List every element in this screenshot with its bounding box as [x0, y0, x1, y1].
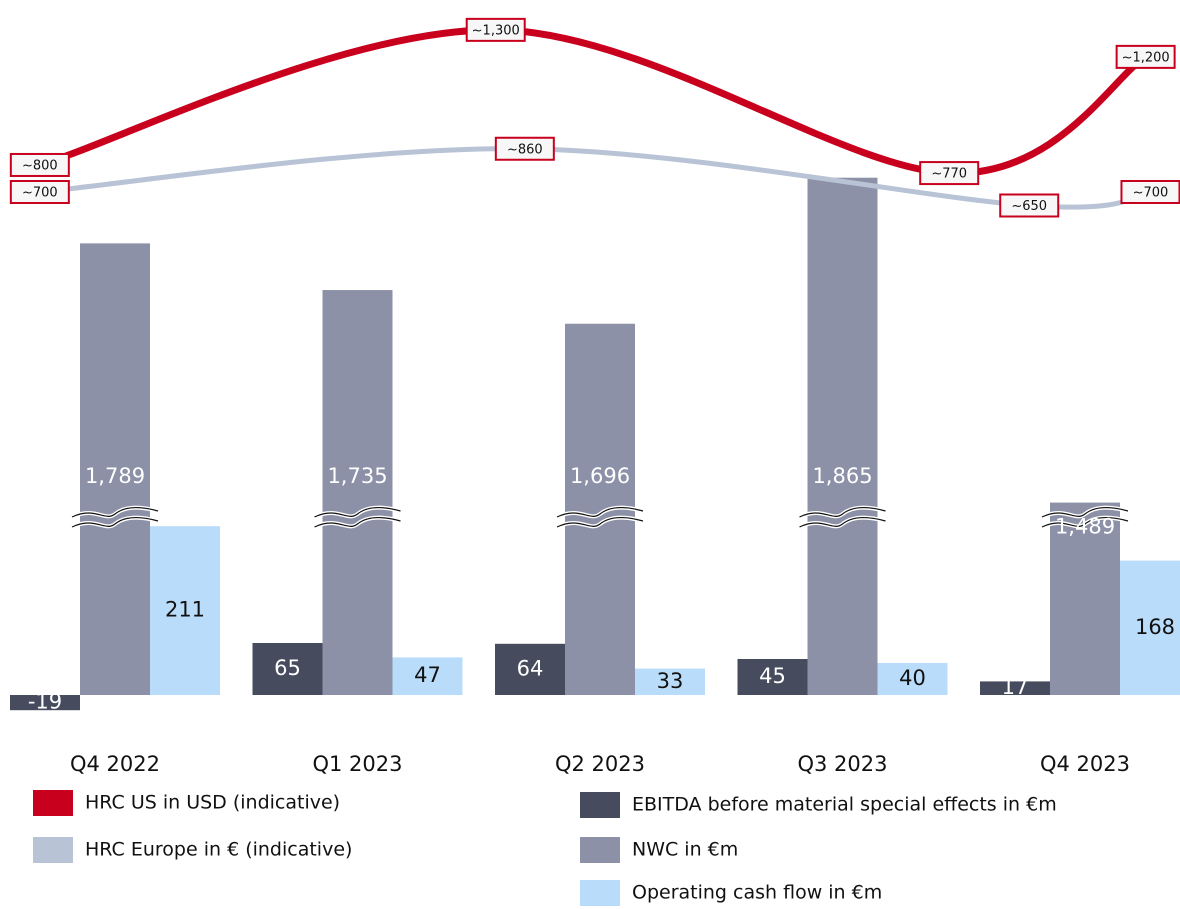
x-tick-label: Q1 2023 — [312, 752, 402, 776]
legend-label: EBITDA before material special effects i… — [632, 794, 1057, 816]
x-tick-label: Q3 2023 — [797, 752, 887, 776]
break-mark — [799, 517, 886, 528]
data-label: ~1,300 — [472, 23, 520, 38]
label-box — [465, 17, 526, 42]
data-label: 64 — [517, 656, 544, 680]
break-mark — [799, 507, 886, 518]
legend-swatch — [580, 837, 620, 863]
data-label: 17 — [1002, 675, 1029, 699]
data-label: ~860 — [507, 142, 543, 157]
bar — [495, 643, 565, 695]
data-label: ~700 — [1133, 185, 1169, 200]
x-tick-label: Q4 2022 — [70, 752, 160, 776]
label-box — [9, 179, 70, 204]
label-box — [1115, 44, 1176, 69]
bar — [807, 177, 878, 696]
axis-break — [71, 505, 159, 529]
line — [37, 146, 1153, 210]
label-box — [9, 152, 70, 177]
break-mark — [314, 517, 401, 528]
axis-break — [798, 505, 887, 529]
bar — [877, 663, 948, 695]
break-mark — [556, 517, 644, 528]
data-label: 1,489 — [1055, 515, 1115, 539]
legend-label: HRC Europe in € (indicative) — [85, 839, 352, 861]
data-label: 33 — [657, 669, 684, 693]
bar — [322, 290, 393, 695]
data-label: 168 — [1135, 615, 1175, 639]
axis-break — [556, 505, 644, 529]
data-label: 47 — [414, 663, 441, 687]
data-label: ~770 — [931, 167, 967, 182]
bar — [1120, 560, 1180, 695]
data-label: 45 — [759, 664, 786, 688]
label-box — [999, 193, 1060, 218]
data-label: 1,865 — [812, 464, 872, 488]
axis-break — [313, 505, 402, 529]
bar — [737, 659, 808, 695]
break-mark — [71, 507, 159, 518]
axis-break — [1041, 505, 1129, 529]
line — [36, 26, 1150, 177]
data-label: 211 — [165, 598, 205, 622]
bar — [635, 668, 705, 695]
data-label: 40 — [899, 666, 926, 690]
legend-swatch — [33, 837, 73, 863]
data-label: 1,696 — [570, 464, 630, 488]
bar — [1050, 502, 1120, 695]
x-tick-label: Q2 2023 — [555, 752, 645, 776]
data-label: -19 — [28, 690, 62, 714]
legend-swatch — [580, 880, 620, 906]
break-mark — [1041, 517, 1129, 528]
bar — [392, 657, 463, 695]
bar — [10, 695, 80, 711]
break-mark — [1041, 507, 1129, 518]
legend-label: Operating cash flow in €m — [632, 882, 882, 904]
break-mark — [556, 507, 644, 518]
break-mark — [314, 507, 401, 518]
label-box — [1120, 179, 1180, 204]
bar — [150, 526, 220, 695]
data-label: 1,735 — [327, 464, 387, 488]
data-label: 1,789 — [85, 464, 145, 488]
legend-swatch — [580, 792, 620, 818]
legend-label: HRC US in USD (indicative) — [85, 792, 340, 814]
data-label: 65 — [274, 656, 301, 680]
data-label: ~650 — [1011, 199, 1047, 214]
bar — [80, 243, 150, 695]
break-mark — [71, 517, 159, 528]
data-label: ~1,200 — [1122, 50, 1170, 65]
data-label: ~800 — [22, 158, 58, 173]
data-label: ~700 — [22, 185, 58, 200]
bar — [252, 643, 323, 695]
label-box — [494, 136, 555, 161]
label-box — [919, 161, 980, 186]
bar — [980, 681, 1050, 695]
x-tick-label: Q4 2023 — [1040, 752, 1130, 776]
legend-label: NWC in €m — [632, 839, 738, 861]
legend-swatch — [33, 790, 73, 816]
